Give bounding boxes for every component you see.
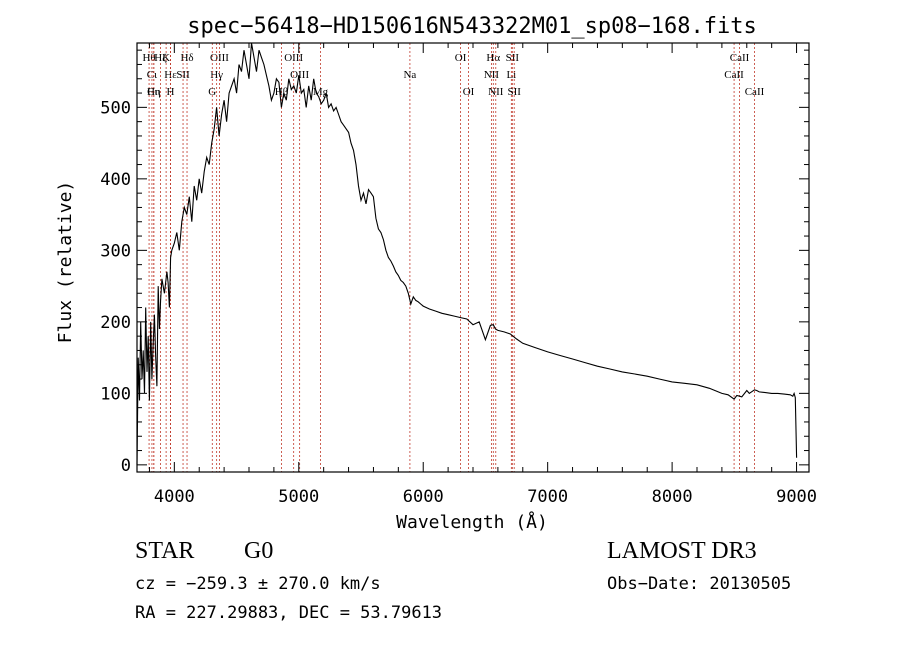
y-tick-label: 0 [121, 456, 131, 476]
line-marker-label: OIII [290, 69, 309, 81]
spectrum-line [136, 42, 798, 465]
line-marker-label: Hη [147, 86, 161, 98]
line-marker-label: CaII [745, 86, 765, 98]
y-tick-label: 100 [100, 384, 131, 404]
line-marker-label: Hθ [142, 52, 155, 64]
line-marker-label: OIII [210, 52, 229, 64]
line-marker-label: Hβ [275, 86, 289, 98]
line-marker-label: Mg [313, 86, 329, 98]
obs-date-text: Obs−Date: 20130505 [607, 574, 792, 594]
class-label: STAR [135, 538, 195, 564]
line-marker-label: CaII [724, 69, 744, 81]
y-tick-label: 300 [100, 241, 131, 261]
line-marker-label: H [166, 86, 174, 98]
x-tick-label: 8000 [652, 487, 693, 507]
line-marker-label: Li [506, 69, 516, 81]
x-tick-label: 6000 [403, 487, 444, 507]
subclass-label: G0 [244, 538, 274, 564]
y-tick-label: 200 [100, 313, 131, 333]
line-marker-label: NII [484, 69, 500, 81]
y-tick-label: 400 [100, 170, 131, 190]
axis-ticks: 4000 5000 6000 7000 8000 9000 0 100 200 300 400 500 [100, 43, 817, 507]
line-marker-label: Cι [147, 69, 157, 81]
x-tick-label: 9000 [776, 487, 817, 507]
line-marker-label: SII [506, 52, 520, 64]
y-tick-label: 500 [100, 98, 131, 118]
survey-label: LAMOST DR3 [607, 538, 757, 564]
coords-text: RA = 227.29883, DEC = 53.79613 [135, 603, 443, 623]
line-marker-label: SII [507, 86, 521, 98]
x-tick-label: 5000 [278, 487, 319, 507]
line-marker-label: K [162, 52, 170, 64]
line-marker-label: NII [488, 86, 504, 98]
line-marker-label: OI [455, 52, 467, 64]
y-axis-label: Flux (relative) [55, 181, 76, 344]
line-marker-label: Hα [486, 52, 500, 64]
line-marker-label: Hδ [180, 52, 193, 64]
line-marker-label: Hγ [210, 69, 223, 81]
redshift-text: cz = −259.3 ± 270.0 km/s [135, 574, 381, 594]
x-tick-label: 7000 [527, 487, 568, 507]
chart-title: spec−56418−HD150616N543322M01_sp08−168.f… [187, 14, 757, 39]
line-marker-label: G [208, 86, 216, 98]
x-axis-label: Wavelength (Å) [396, 511, 548, 533]
line-marker-label: Na [403, 69, 416, 81]
x-tick-label: 4000 [154, 487, 195, 507]
line-marker-label: OIII [284, 52, 303, 64]
line-marker-label: CaII [730, 52, 750, 64]
line-marker-label: SII [176, 69, 190, 81]
line-marker-label: OI [463, 86, 475, 98]
plot-frame [136, 42, 810, 473]
line-marker-label: Hζ [154, 52, 167, 64]
